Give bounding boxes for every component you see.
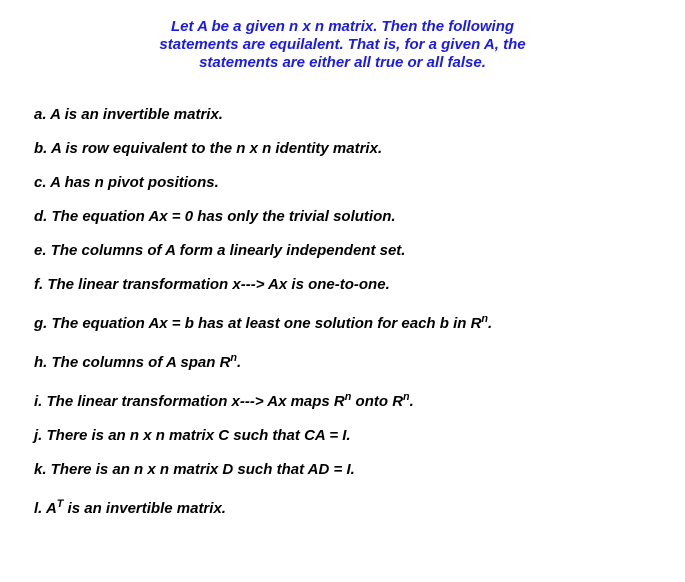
statement-h-end: . bbox=[237, 354, 241, 371]
intro-line-3: statements are either all true or all fa… bbox=[199, 54, 486, 71]
statement-i: i. The linear transformation x---> Ax ma… bbox=[34, 388, 657, 411]
statement-f: f. The linear transformation x---> Ax is… bbox=[34, 276, 657, 294]
statement-a: a. A is an invertible matrix. bbox=[34, 106, 657, 124]
superscript-n: n bbox=[403, 391, 410, 403]
statement-g-text: g. The equation Ax = b has at least one … bbox=[34, 315, 481, 332]
statement-j: j. There is an n x n matrix C such that … bbox=[34, 427, 657, 445]
statement-i-end: . bbox=[410, 393, 414, 410]
intro-line-2: statements are equilalent. That is, for … bbox=[159, 36, 525, 53]
statement-i-text: i. The linear transformation x---> Ax ma… bbox=[34, 393, 345, 410]
statement-i-mid: onto R bbox=[351, 393, 403, 410]
statement-g-end: . bbox=[488, 315, 492, 332]
statement-h: h. The columns of A span Rn. bbox=[34, 349, 657, 372]
document-page: Let A be a given n x n matrix. Then the … bbox=[0, 0, 685, 582]
statement-e: e. The columns of A form a linearly inde… bbox=[34, 242, 657, 260]
statement-l: l. AT is an invertible matrix. bbox=[34, 495, 657, 518]
statement-k: k. There is an n x n matrix D such that … bbox=[34, 461, 657, 479]
statement-h-text: h. The columns of A span R bbox=[34, 354, 230, 371]
statement-c: c. A has n pivot positions. bbox=[34, 174, 657, 192]
statement-l-text: l. A bbox=[34, 500, 57, 517]
statement-list: a. A is an invertible matrix. b. A is ro… bbox=[28, 106, 657, 518]
statement-d: d. The equation Ax = 0 has only the triv… bbox=[34, 208, 657, 226]
intro-statement: Let A be a given n x n matrix. Then the … bbox=[28, 18, 657, 72]
intro-line-1: Let A be a given n x n matrix. Then the … bbox=[171, 18, 514, 35]
statement-g: g. The equation Ax = b has at least one … bbox=[34, 310, 657, 333]
statement-l-end: is an invertible matrix. bbox=[63, 500, 226, 517]
statement-b: b. A is row equivalent to the n x n iden… bbox=[34, 140, 657, 158]
